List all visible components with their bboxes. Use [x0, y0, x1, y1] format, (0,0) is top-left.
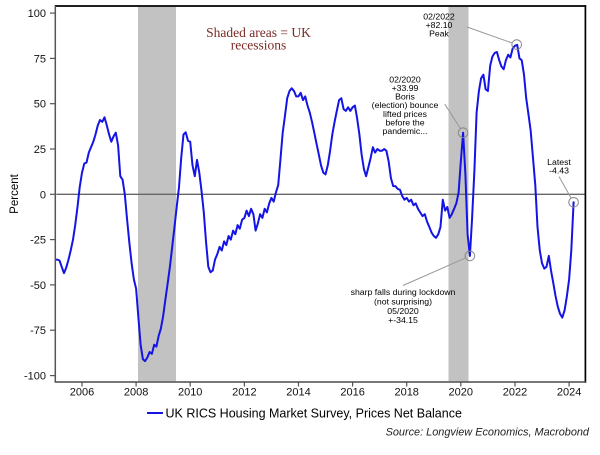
svg-text:(election) bounce: (election) bounce	[372, 100, 439, 110]
svg-text:100: 100	[28, 8, 46, 20]
svg-text:before the: before the	[385, 117, 424, 127]
svg-text:2014: 2014	[286, 387, 310, 399]
svg-text:50: 50	[34, 99, 46, 111]
svg-text:-25: -25	[30, 235, 46, 247]
svg-text:+33.99: +33.99	[392, 83, 419, 93]
svg-text:-75: -75	[30, 325, 46, 337]
svg-text:Latest: Latest	[547, 157, 571, 167]
svg-text:05/2020: 05/2020	[387, 306, 419, 316]
svg-text:02/2022: 02/2022	[423, 12, 455, 22]
svg-text:2010: 2010	[178, 387, 202, 399]
svg-text:lifted prices: lifted prices	[383, 109, 428, 119]
svg-text:Boris: Boris	[395, 92, 415, 102]
svg-text:Source: Longview Economics, Ma: Source: Longview Economics, Macrobond	[386, 427, 590, 439]
svg-text:+82.10: +82.10	[426, 20, 453, 30]
svg-text:pandemic...: pandemic...	[383, 126, 428, 136]
svg-text:2006: 2006	[70, 387, 94, 399]
svg-text:(not surprising): (not surprising)	[374, 296, 432, 306]
svg-text:2012: 2012	[232, 387, 256, 399]
svg-text:-4.43: -4.43	[549, 166, 569, 176]
svg-text:-50: -50	[30, 280, 46, 292]
svg-text:2018: 2018	[394, 387, 418, 399]
svg-text:-100: -100	[24, 371, 46, 383]
svg-text:+-34.15: +-34.15	[388, 315, 418, 325]
svg-text:Peak: Peak	[429, 29, 449, 39]
svg-text:Shaded areas = UK: Shaded areas = UK	[206, 25, 311, 40]
svg-text:recessions: recessions	[231, 38, 286, 53]
svg-text:25: 25	[34, 144, 46, 156]
svg-text:2016: 2016	[340, 387, 364, 399]
svg-text:sharp falls during lockdown: sharp falls during lockdown	[351, 287, 456, 297]
svg-text:2024: 2024	[557, 387, 581, 399]
svg-text:2020: 2020	[449, 387, 473, 399]
svg-text:2008: 2008	[124, 387, 148, 399]
svg-text:02/2020: 02/2020	[389, 74, 421, 84]
svg-text:UK RICS Housing Market Survey,: UK RICS Housing Market Survey, Prices Ne…	[166, 407, 462, 421]
svg-text:2022: 2022	[503, 387, 527, 399]
svg-text:0: 0	[40, 189, 46, 201]
svg-text:75: 75	[34, 53, 46, 65]
svg-text:Percent: Percent	[9, 173, 21, 213]
